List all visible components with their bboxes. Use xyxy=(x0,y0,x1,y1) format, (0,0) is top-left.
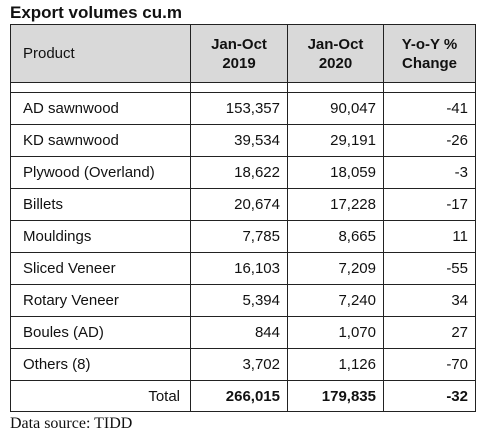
export-volumes-table: Product Jan-Oct 2019 Jan-Oct 2020 Y-o-Y … xyxy=(10,24,476,412)
value-2020-cell: 18,059 xyxy=(287,156,384,189)
value-2019-cell: 20,674 xyxy=(190,188,288,221)
total-2020-cell: 179,835 xyxy=(287,380,384,412)
value-2019-cell: 7,785 xyxy=(190,220,288,253)
header-row: Product Jan-Oct 2019 Jan-Oct 2020 Y-o-Y … xyxy=(10,24,476,83)
table-row: KD sawnwood 39,534 29,191 -26 xyxy=(10,124,476,157)
header-2020-line1: Jan-Oct xyxy=(307,35,364,53)
value-2020-cell: 90,047 xyxy=(287,92,384,125)
product-cell: Plywood (Overland) xyxy=(10,156,191,189)
spacer-cell xyxy=(10,82,191,93)
spacer-cell xyxy=(190,82,288,93)
product-cell: Others (8) xyxy=(10,348,191,381)
total-2019-cell: 266,015 xyxy=(190,380,288,412)
table-row: Rotary Veneer 5,394 7,240 34 xyxy=(10,284,476,317)
value-2019-cell: 3,702 xyxy=(190,348,288,381)
product-cell: Boules (AD) xyxy=(10,316,191,349)
header-change-line1: Y-o-Y % xyxy=(401,35,458,53)
change-cell: -3 xyxy=(383,156,476,189)
table-row: AD sawnwood 153,357 90,047 -41 xyxy=(10,92,476,125)
value-2020-cell: 17,228 xyxy=(287,188,384,221)
value-2020-cell: 1,126 xyxy=(287,348,384,381)
value-2019-cell: 39,534 xyxy=(190,124,288,157)
value-2020-cell: 1,070 xyxy=(287,316,384,349)
table-row: Mouldings 7,785 8,665 11 xyxy=(10,220,476,253)
table-row: Sliced Veneer 16,103 7,209 -55 xyxy=(10,252,476,285)
header-2020-line2: 2020 xyxy=(318,54,353,72)
change-cell: -17 xyxy=(383,188,476,221)
spacer-cell xyxy=(383,82,476,93)
product-cell: Billets xyxy=(10,188,191,221)
product-cell: Mouldings xyxy=(10,220,191,253)
value-2019-cell: 153,357 xyxy=(190,92,288,125)
total-label: Total xyxy=(10,380,191,412)
value-2020-cell: 7,240 xyxy=(287,284,384,317)
product-cell: Sliced Veneer xyxy=(10,252,191,285)
product-cell: KD sawnwood xyxy=(10,124,191,157)
value-2019-cell: 5,394 xyxy=(190,284,288,317)
table-row: Billets 20,674 17,228 -17 xyxy=(10,188,476,221)
value-2020-cell: 29,191 xyxy=(287,124,384,157)
spacer-cell xyxy=(287,82,384,93)
header-jan-oct-2019: Jan-Oct 2019 xyxy=(190,24,288,83)
table-title: Export volumes cu.m xyxy=(10,3,182,22)
value-2019-cell: 844 xyxy=(190,316,288,349)
change-cell: 11 xyxy=(383,220,476,253)
header-yoy-change: Y-o-Y % Change xyxy=(383,24,476,83)
value-2020-cell: 7,209 xyxy=(287,252,384,285)
total-change-cell: -32 xyxy=(383,380,476,412)
table-row: Boules (AD) 844 1,070 27 xyxy=(10,316,476,349)
product-cell: AD sawnwood xyxy=(10,92,191,125)
value-2020-cell: 8,665 xyxy=(287,220,384,253)
header-change-line2: Change xyxy=(401,54,457,72)
change-cell: -70 xyxy=(383,348,476,381)
spacer-row xyxy=(10,82,476,93)
value-2019-cell: 18,622 xyxy=(190,156,288,189)
change-cell: -41 xyxy=(383,92,476,125)
data-source-note: Data source: TIDD xyxy=(10,415,133,432)
table-row: Plywood (Overland) 18,622 18,059 -3 xyxy=(10,156,476,189)
change-cell: 34 xyxy=(383,284,476,317)
change-cell: -26 xyxy=(383,124,476,157)
total-row: Total 266,015 179,835 -32 xyxy=(10,380,476,412)
product-cell: Rotary Veneer xyxy=(10,284,191,317)
header-jan-oct-2020: Jan-Oct 2020 xyxy=(287,24,384,83)
header-2019-line1: Jan-Oct xyxy=(211,35,267,53)
change-cell: -55 xyxy=(383,252,476,285)
header-product: Product xyxy=(10,24,191,83)
header-2019-line2: 2019 xyxy=(222,54,256,72)
table-row: Others (8) 3,702 1,126 -70 xyxy=(10,348,476,381)
change-cell: 27 xyxy=(383,316,476,349)
value-2019-cell: 16,103 xyxy=(190,252,288,285)
